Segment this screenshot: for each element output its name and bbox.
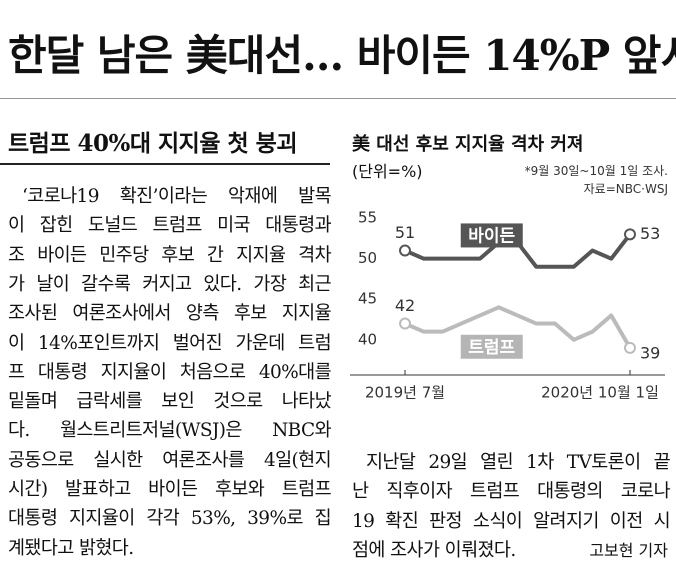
y-tick-label: 55 (358, 209, 377, 227)
end-point (624, 341, 636, 354)
end-point (399, 244, 411, 257)
text-line: 지난달 29일 열린 1차 TV토론이 끝 (366, 452, 671, 473)
chart-note: 자료=NBC·WSJ (583, 182, 668, 196)
data-label: 51 (395, 223, 415, 242)
y-tick-label: 45 (358, 290, 377, 308)
headline: 한달 남은 美대선… 바이든 14%P 앞서 (8, 31, 676, 80)
text-line: 공동으로 실시한 여론조사를 4일(현지 (8, 449, 332, 471)
text-line: ‘코로나19 확진’이라는 악재에 발목 (22, 186, 332, 207)
subheadline: 트럼프 40%대 지지율 첫 붕괴 (8, 130, 298, 157)
legend-label: 바이든 (468, 226, 515, 246)
text-line: 다. 월스트리트저널(WSJ)은 NBC와 (8, 420, 332, 442)
text-line: 조사된 여론조사에서 양측 후보 지지율 (8, 303, 332, 325)
end-point (399, 317, 411, 330)
y-tick-label: 50 (358, 249, 377, 267)
x-tick-label: 2019년 7월 (365, 384, 445, 402)
y-tick-label: 40 (358, 330, 377, 348)
data-label: 42 (395, 296, 415, 315)
legend-box (460, 223, 523, 248)
data-label: 53 (640, 224, 660, 243)
text-line: 대통령 지지율이 각각 53%, 39%로 집 (8, 508, 332, 530)
text-line: 이 14%포인트까지 벌어진 가운데 트럼 (8, 332, 332, 354)
chart-unit: (단위=%) (352, 162, 423, 181)
text-line: 가 날이 갈수록 커지고 있다. 가장 최근 (8, 273, 332, 295)
text-line: 19 확진 판정 소식이 알려지기 이전 시 (352, 510, 671, 532)
text-line: 이 잡힌 도널드 트럼프 미국 대통령과 (8, 215, 332, 237)
text-line: 조 바이든 민주당 후보 간 지지율 격차 (8, 244, 332, 266)
rule (0, 98, 676, 99)
chart-note: *9월 30일~10월 1일 조사. (524, 164, 668, 178)
chart: 40 45 50 55 2019년 7월 2020년 10월 1일 51 53 바이든 42 39 트… (350, 209, 665, 402)
text-line: 점에 조사가 이뤄졌다. (352, 539, 516, 561)
text-line: 계됐다고 밝혔다. (8, 537, 134, 559)
text-line: 난 직후이자 트럼프 대통령의 코로나 (352, 481, 671, 503)
legend-box (460, 334, 523, 359)
text-line: 시간) 발표하고 바이든 후보와 트럼프 (8, 479, 332, 500)
legend-label: 트럼프 (468, 338, 515, 358)
series-line (404, 305, 632, 349)
text-line: 프 대통령 지지율이 처음으로 40%대를 (8, 361, 332, 383)
rule (0, 163, 330, 165)
x-tick-label: 2020년 10월 1일 (541, 384, 659, 402)
byline: 고보현 기자 (589, 541, 668, 560)
chart-title: 美 대선 후보 지지율 격차 커져 (352, 134, 584, 155)
end-point (624, 228, 636, 241)
data-label: 39 (640, 343, 660, 362)
text-line: 밑돌며 급락세를 보인 것으로 나타났 (8, 391, 332, 413)
